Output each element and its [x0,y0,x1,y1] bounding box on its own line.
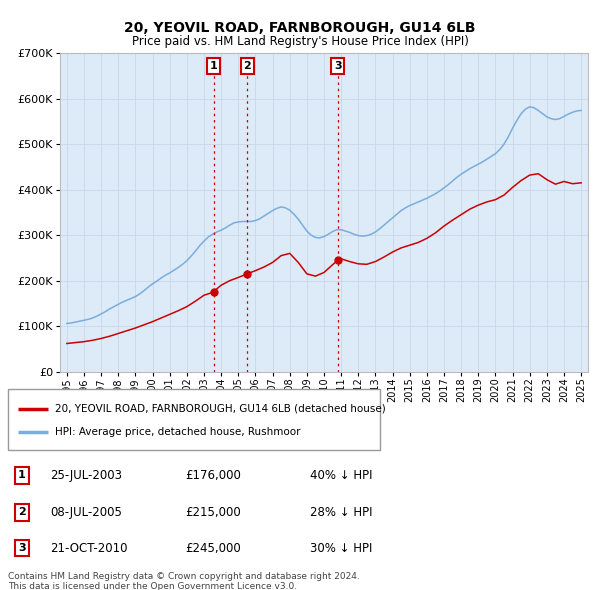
Text: 20, YEOVIL ROAD, FARNBOROUGH, GU14 6LB: 20, YEOVIL ROAD, FARNBOROUGH, GU14 6LB [124,21,476,35]
Text: 20, YEOVIL ROAD, FARNBOROUGH, GU14 6LB (detached house): 20, YEOVIL ROAD, FARNBOROUGH, GU14 6LB (… [55,404,386,414]
Text: 2: 2 [18,507,26,517]
Text: £176,000: £176,000 [185,469,241,482]
Text: 2: 2 [244,61,251,71]
Text: 21-OCT-2010: 21-OCT-2010 [50,542,128,555]
Text: Contains HM Land Registry data © Crown copyright and database right 2024.: Contains HM Land Registry data © Crown c… [8,572,360,581]
Text: £245,000: £245,000 [185,542,241,555]
Text: 3: 3 [18,543,26,553]
Text: 3: 3 [334,61,341,71]
Text: 28% ↓ HPI: 28% ↓ HPI [310,506,373,519]
Text: 40% ↓ HPI: 40% ↓ HPI [310,469,373,482]
Text: £215,000: £215,000 [185,506,241,519]
Text: 1: 1 [18,470,26,480]
Text: Price paid vs. HM Land Registry's House Price Index (HPI): Price paid vs. HM Land Registry's House … [131,35,469,48]
Text: 25-JUL-2003: 25-JUL-2003 [50,469,122,482]
Text: 08-JUL-2005: 08-JUL-2005 [50,506,122,519]
Text: 1: 1 [210,61,217,71]
FancyBboxPatch shape [8,389,380,450]
Text: HPI: Average price, detached house, Rushmoor: HPI: Average price, detached house, Rush… [55,427,301,437]
Text: This data is licensed under the Open Government Licence v3.0.: This data is licensed under the Open Gov… [8,582,297,590]
Text: 30% ↓ HPI: 30% ↓ HPI [310,542,373,555]
